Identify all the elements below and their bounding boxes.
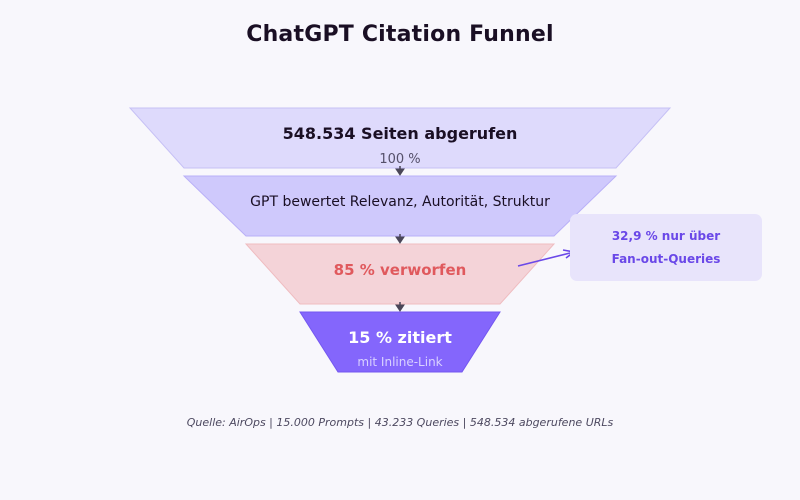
stage-4-label: 15 % zitiert: [348, 328, 452, 347]
funnel-stage-2: [182, 175, 618, 237]
stage-1-label: 548.534 Seiten abgerufen: [282, 124, 518, 143]
fan-out-callout: 32,9 % nur über Fan-out-Queries: [570, 214, 762, 281]
callout-line-2: Fan-out-Queries: [611, 251, 721, 266]
callout-line-1: 32,9 % nur über: [611, 228, 721, 243]
stage-1-percent: 100 %: [379, 152, 421, 167]
funnel-stage-3: [244, 243, 556, 305]
down-arrow-icon: [395, 166, 405, 176]
down-arrow-icon: [395, 234, 405, 244]
down-arrow-icon: [395, 302, 405, 312]
chart-title: ChatGPT Citation Funnel: [246, 22, 554, 47]
funnel-stage-4: [299, 311, 501, 373]
stage-3-label: 85 % verworfen: [333, 261, 467, 279]
stage-4-sublabel: mit Inline-Link: [357, 355, 443, 369]
funnel-stage-1: [128, 107, 672, 169]
stage-2-label: GPT bewertet Relevanz, Autorität, Strukt…: [250, 194, 550, 210]
source-note: Quelle: AirOps | 15.000 Prompts | 43.233…: [186, 416, 614, 429]
